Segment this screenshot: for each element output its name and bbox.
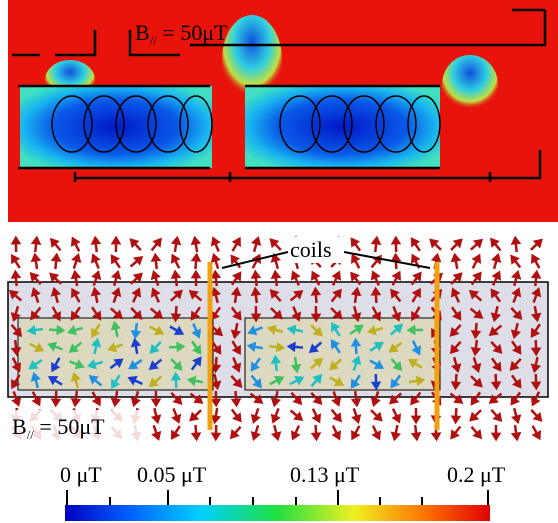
field-gap — [442, 55, 498, 115]
colorbar-label: 0.05 μT — [137, 462, 207, 487]
colorbar-label: 0.2 μT — [447, 462, 506, 487]
colorbar-gradient — [65, 505, 490, 521]
colorbar-label: 0 μT — [60, 462, 102, 487]
colorbar-label: 0.13 μT — [290, 462, 360, 487]
field-label: B// = 50μT — [12, 414, 105, 442]
page: B// = 50μT coils B// = 50μT 0 μT 0.05 μT… — [0, 0, 558, 523]
top-panel: B// = 50μT — [8, 0, 558, 222]
annotation: coils — [290, 237, 332, 262]
figure: B// = 50μT coils B// = 50μT 0 μT 0.05 μT… — [0, 0, 558, 523]
field-region — [245, 86, 440, 168]
bottom-panel: coils B// = 50μT — [8, 235, 558, 447]
colorbar: 0 μT 0.05 μT 0.13 μT 0.2 μT — [60, 462, 506, 521]
colorbar-ticks — [67, 490, 488, 505]
field-label: B// = 50μT — [135, 20, 228, 48]
